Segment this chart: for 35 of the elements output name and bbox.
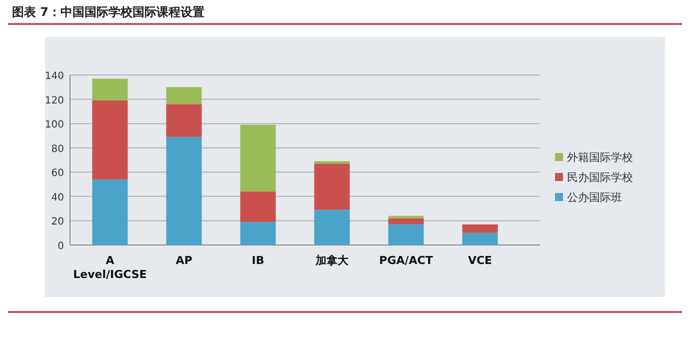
legend-label: 民办国际学校 xyxy=(567,171,633,184)
y-tick-label: 120 xyxy=(44,95,64,106)
bar xyxy=(388,224,424,245)
bar xyxy=(240,192,276,222)
bar xyxy=(462,232,498,245)
bar xyxy=(388,216,424,218)
y-tick-label: 80 xyxy=(51,144,64,155)
x-tick-label: A Level/IGCSE xyxy=(73,254,147,281)
bar xyxy=(388,218,424,224)
bar xyxy=(166,104,202,137)
x-tick-label: 加拿大 xyxy=(314,254,350,267)
bar xyxy=(92,100,128,180)
bar xyxy=(240,222,276,245)
x-tick-label: IB xyxy=(252,254,264,267)
bar xyxy=(92,179,128,245)
bar xyxy=(314,210,350,245)
y-tick-label: 140 xyxy=(44,71,64,82)
bar xyxy=(240,124,276,192)
x-tick-label: PGA/ACT xyxy=(379,254,434,267)
y-tick-label: 20 xyxy=(51,216,64,228)
legend-label: 外籍国际学校 xyxy=(567,151,633,164)
bar xyxy=(166,136,202,245)
x-tick-label: VCE xyxy=(468,254,492,267)
y-tick-label: 0 xyxy=(58,241,64,252)
bar xyxy=(462,224,498,233)
y-tick-label: 100 xyxy=(44,120,64,131)
bar xyxy=(166,87,202,104)
y-tick-label: 60 xyxy=(51,168,64,180)
y-tick-label: 40 xyxy=(51,192,64,204)
bar xyxy=(314,164,350,210)
bar xyxy=(92,78,128,100)
bar xyxy=(314,161,350,164)
legend-label: 公办国际班 xyxy=(567,191,622,204)
chart-title: 图表 7：中国国际学校国际课程设置 xyxy=(12,5,205,19)
x-tick-label: AP xyxy=(176,254,192,267)
